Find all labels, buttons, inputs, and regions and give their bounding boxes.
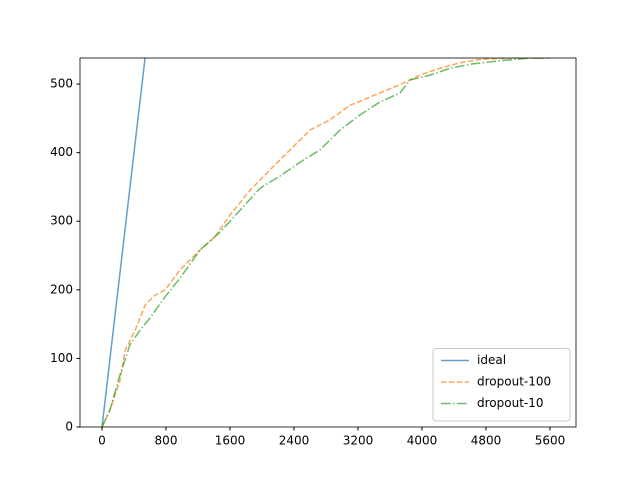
y-tick-label: 300: [50, 214, 73, 228]
plot-area: [101, 58, 550, 427]
x-tick-label: 800: [155, 434, 178, 448]
y-tick-label: 400: [50, 145, 73, 159]
legend-label: dropout-100: [477, 375, 551, 389]
x-tick-label: 0: [98, 434, 106, 448]
legend-label: ideal: [477, 353, 506, 367]
x-tick-label: 4800: [471, 434, 502, 448]
legend-label: dropout-10: [477, 396, 544, 410]
data-line: [101, 58, 146, 427]
x-tick-label: 1600: [215, 434, 246, 448]
data-line: [101, 58, 550, 427]
legend-box: [432, 348, 571, 422]
axes-frame: [79, 57, 577, 428]
x-tick-label: 2400: [279, 434, 310, 448]
data-line: [101, 58, 550, 427]
y-tick-label: 100: [50, 351, 73, 365]
y-tick-label: 200: [50, 282, 73, 296]
x-tick-label: 3200: [343, 434, 374, 448]
x-tick-label: 4000: [407, 434, 438, 448]
x-tick-label: 5600: [535, 434, 566, 448]
y-tick-label: 500: [50, 77, 73, 91]
y-tick-label: 0: [65, 420, 73, 434]
